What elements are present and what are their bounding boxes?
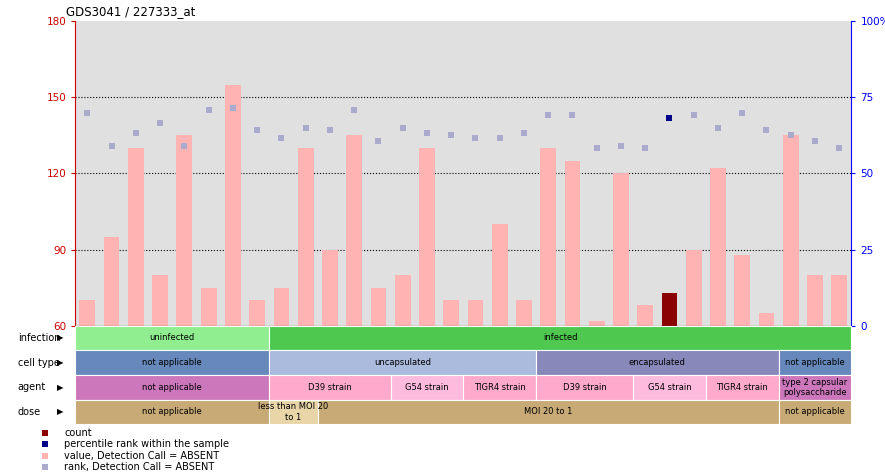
Bar bbox=[541, 148, 556, 326]
Text: TIGR4 strain: TIGR4 strain bbox=[716, 383, 768, 392]
Bar bbox=[269, 400, 318, 424]
Bar bbox=[390, 375, 464, 400]
Text: not applicable: not applicable bbox=[142, 358, 202, 367]
Text: ▶: ▶ bbox=[58, 334, 64, 342]
Bar bbox=[831, 275, 847, 326]
Text: D39 strain: D39 strain bbox=[563, 383, 606, 392]
Bar bbox=[686, 250, 702, 326]
Text: infected: infected bbox=[543, 334, 578, 342]
Bar bbox=[443, 301, 459, 326]
Bar bbox=[346, 136, 362, 326]
Bar bbox=[75, 326, 269, 350]
Bar bbox=[128, 148, 143, 326]
Text: dose: dose bbox=[18, 407, 41, 417]
Bar bbox=[80, 301, 96, 326]
Bar bbox=[633, 375, 706, 400]
Bar bbox=[75, 375, 269, 400]
Text: not applicable: not applicable bbox=[142, 408, 202, 416]
Bar bbox=[807, 275, 823, 326]
Bar bbox=[225, 85, 241, 326]
Text: infection: infection bbox=[18, 333, 60, 343]
Bar bbox=[371, 288, 386, 326]
Bar bbox=[492, 224, 508, 326]
Bar bbox=[613, 173, 629, 326]
Text: less than MOI 20
to 1: less than MOI 20 to 1 bbox=[258, 402, 328, 421]
Bar bbox=[176, 136, 192, 326]
Bar bbox=[637, 305, 653, 326]
Bar bbox=[783, 136, 798, 326]
Text: MOI 20 to 1: MOI 20 to 1 bbox=[524, 408, 573, 416]
Text: cell type: cell type bbox=[18, 357, 59, 368]
Bar bbox=[297, 148, 313, 326]
Bar bbox=[565, 161, 581, 326]
Text: ▶: ▶ bbox=[58, 358, 64, 367]
Bar bbox=[269, 326, 851, 350]
Bar bbox=[273, 288, 289, 326]
Text: GDS3041 / 227333_at: GDS3041 / 227333_at bbox=[66, 5, 196, 18]
Bar bbox=[419, 148, 435, 326]
Text: type 2 capsular
polysaccharide: type 2 capsular polysaccharide bbox=[782, 378, 848, 397]
Bar bbox=[758, 313, 774, 326]
Bar bbox=[269, 350, 536, 375]
Text: TIGR4 strain: TIGR4 strain bbox=[473, 383, 526, 392]
Bar bbox=[467, 301, 483, 326]
Bar bbox=[75, 400, 269, 424]
Bar bbox=[318, 400, 779, 424]
Bar bbox=[250, 301, 265, 326]
Text: count: count bbox=[65, 428, 92, 438]
Text: not applicable: not applicable bbox=[142, 383, 202, 392]
Text: uncapsulated: uncapsulated bbox=[374, 358, 431, 367]
Bar bbox=[779, 400, 851, 424]
Text: encapsulated: encapsulated bbox=[629, 358, 686, 367]
Bar bbox=[152, 275, 168, 326]
Bar bbox=[322, 250, 338, 326]
Bar bbox=[662, 292, 677, 326]
Text: G54 strain: G54 strain bbox=[405, 383, 449, 392]
Text: ▶: ▶ bbox=[58, 383, 64, 392]
Text: not applicable: not applicable bbox=[785, 408, 845, 416]
Text: D39 strain: D39 strain bbox=[308, 383, 351, 392]
Text: not applicable: not applicable bbox=[785, 358, 845, 367]
Bar bbox=[536, 350, 779, 375]
Bar bbox=[779, 350, 851, 375]
Text: percentile rank within the sample: percentile rank within the sample bbox=[65, 439, 229, 449]
Bar bbox=[536, 375, 633, 400]
Bar bbox=[710, 168, 726, 326]
Bar bbox=[269, 375, 390, 400]
Bar bbox=[104, 237, 119, 326]
Bar bbox=[516, 301, 532, 326]
Bar bbox=[706, 375, 779, 400]
Text: ▶: ▶ bbox=[58, 408, 64, 416]
Bar bbox=[779, 375, 851, 400]
Bar bbox=[464, 375, 536, 400]
Bar bbox=[201, 288, 217, 326]
Text: uninfected: uninfected bbox=[150, 334, 195, 342]
Bar bbox=[735, 255, 750, 326]
Bar bbox=[395, 275, 411, 326]
Text: value, Detection Call = ABSENT: value, Detection Call = ABSENT bbox=[65, 451, 219, 461]
Bar bbox=[589, 320, 604, 326]
Text: agent: agent bbox=[18, 382, 46, 392]
Text: rank, Detection Call = ABSENT: rank, Detection Call = ABSENT bbox=[65, 462, 214, 472]
Bar bbox=[75, 350, 269, 375]
Text: G54 strain: G54 strain bbox=[648, 383, 691, 392]
